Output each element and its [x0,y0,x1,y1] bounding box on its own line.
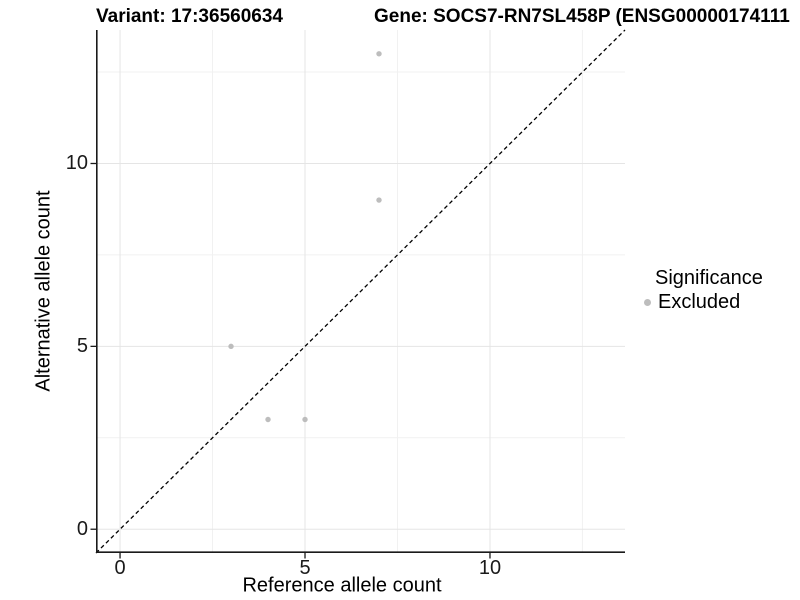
data-point [376,51,382,57]
plot-panel [90,29,626,559]
y-tick-label: 10 [65,152,88,175]
data-point [376,197,382,203]
legend-title: Significance [655,267,763,289]
x-axis-title: Reference allele count [242,574,442,597]
identity-line [95,29,626,554]
y-tick-label: 5 [76,335,88,358]
variant-title: Variant: 17:36560634 [96,6,283,27]
y-tick-label: 0 [76,518,88,541]
legend-item-excluded: Excluded [641,292,763,313]
y-axis-title: Alternative allele count [32,190,55,392]
x-tick-label: 5 [299,557,311,579]
data-point [265,416,271,423]
legend-item-label: Excluded [658,291,741,313]
gene-title: Gene: SOCS7-RN7SL458P (ENSG00000174111 [374,6,790,27]
excluded-dot-icon [644,299,651,306]
legend: Significance Excluded [641,268,763,313]
data-point [228,343,234,350]
x-tick-label: 0 [114,557,126,579]
x-tick-label: 10 [478,557,502,579]
data-point [302,416,308,423]
